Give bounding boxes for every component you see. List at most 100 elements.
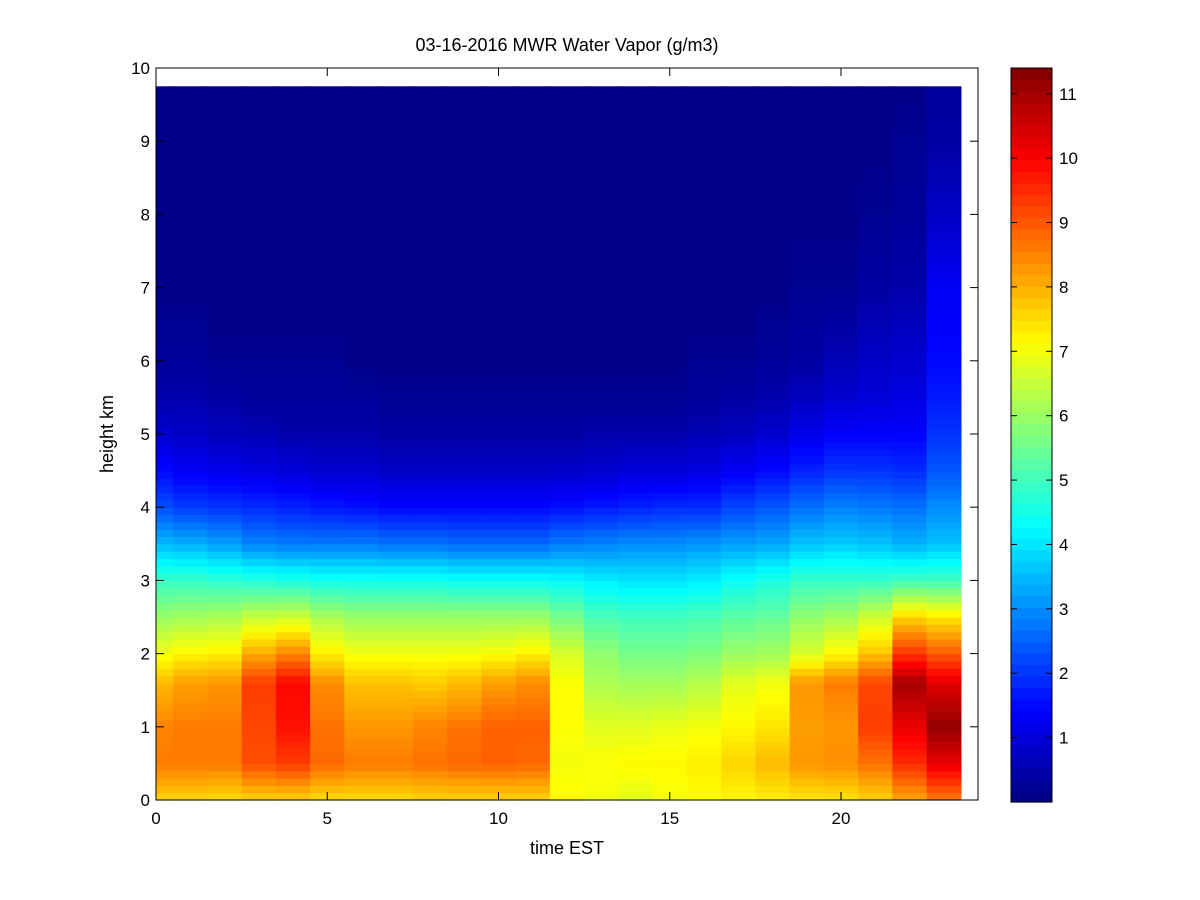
heatmap-cell bbox=[275, 133, 311, 142]
heatmap-cell bbox=[755, 185, 791, 194]
heatmap-cell bbox=[156, 111, 174, 120]
heatmap-cell bbox=[310, 243, 345, 252]
heatmap-cell bbox=[412, 624, 448, 633]
colorbar-strip bbox=[1011, 526, 1052, 539]
heatmap-cell bbox=[926, 492, 962, 501]
heatmap-cell bbox=[378, 726, 414, 735]
heatmap-cell bbox=[892, 390, 928, 398]
heatmap-cell bbox=[378, 265, 414, 274]
heatmap-cell bbox=[344, 426, 380, 435]
heatmap-cell bbox=[686, 624, 722, 633]
heatmap-cell bbox=[173, 463, 208, 472]
heatmap-cell bbox=[412, 792, 448, 801]
heatmap-cell bbox=[310, 455, 345, 464]
heatmap-cell bbox=[618, 690, 654, 699]
heatmap-cell bbox=[755, 470, 791, 479]
heatmap-cell bbox=[892, 734, 928, 743]
heatmap-cell bbox=[344, 602, 380, 611]
heatmap-cell bbox=[823, 712, 859, 721]
heatmap-cell bbox=[652, 316, 688, 325]
heatmap-cell bbox=[207, 265, 243, 274]
heatmap-cell bbox=[652, 346, 688, 355]
heatmap-cell bbox=[755, 441, 791, 450]
heatmap-cell bbox=[207, 455, 243, 464]
heatmap-cell bbox=[721, 653, 756, 662]
heatmap-cell bbox=[241, 155, 277, 164]
heatmap-cell bbox=[549, 199, 585, 208]
heatmap-cell bbox=[481, 748, 517, 757]
heatmap-cell bbox=[892, 280, 928, 289]
heatmap-cell bbox=[275, 338, 311, 347]
heatmap-cell bbox=[412, 382, 448, 391]
heatmap-cell bbox=[584, 163, 619, 172]
heatmap-cell bbox=[515, 185, 551, 194]
heatmap-cell bbox=[686, 470, 722, 479]
heatmap-cell bbox=[481, 507, 517, 516]
heatmap-cell bbox=[823, 558, 859, 567]
heatmap-cell bbox=[173, 368, 208, 377]
heatmap-cell bbox=[344, 163, 380, 172]
heatmap-cell bbox=[447, 521, 482, 530]
heatmap-cell bbox=[173, 792, 208, 801]
heatmap-cell bbox=[344, 595, 380, 603]
heatmap-cell bbox=[789, 507, 825, 516]
heatmap-cell bbox=[755, 170, 791, 179]
heatmap-cell bbox=[652, 338, 688, 347]
heatmap-cell bbox=[584, 441, 619, 450]
heatmap-cell bbox=[378, 521, 414, 530]
heatmap-cell bbox=[755, 617, 791, 625]
heatmap-cell bbox=[515, 419, 551, 428]
heatmap-cell bbox=[344, 192, 380, 201]
heatmap-cell bbox=[515, 726, 551, 735]
heatmap-cell bbox=[412, 331, 448, 340]
heatmap-cell bbox=[789, 536, 825, 545]
heatmap-cell bbox=[173, 470, 208, 479]
heatmap-cell bbox=[892, 133, 928, 142]
heatmap-cell bbox=[686, 89, 722, 98]
heatmap-cell bbox=[755, 565, 791, 574]
heatmap-cell bbox=[549, 646, 585, 655]
heatmap-cell bbox=[584, 294, 619, 303]
heatmap-cell bbox=[344, 251, 380, 259]
heatmap-cell bbox=[515, 785, 551, 794]
heatmap-cell bbox=[275, 770, 311, 779]
heatmap-cell bbox=[241, 499, 277, 508]
heatmap-cell bbox=[156, 697, 174, 706]
heatmap-cell bbox=[207, 163, 243, 172]
heatmap-cell bbox=[378, 287, 414, 296]
heatmap-cell bbox=[481, 346, 517, 355]
heatmap-cell bbox=[584, 543, 619, 552]
heatmap-cell bbox=[584, 97, 619, 106]
heatmap-cell bbox=[241, 324, 277, 333]
heatmap-cell bbox=[207, 704, 243, 713]
heatmap-cell bbox=[755, 455, 791, 464]
heatmap-cell bbox=[721, 111, 756, 120]
heatmap-cell bbox=[686, 434, 722, 442]
heatmap-cell bbox=[926, 734, 962, 743]
heatmap-cell bbox=[481, 375, 517, 384]
heatmap-cell bbox=[858, 741, 893, 750]
heatmap-cell bbox=[549, 726, 585, 735]
heatmap-cell bbox=[618, 499, 654, 508]
heatmap-cell bbox=[858, 617, 893, 625]
heatmap-cell bbox=[755, 390, 791, 398]
heatmap-cell bbox=[310, 272, 345, 281]
heatmap-cell bbox=[755, 682, 791, 691]
heatmap-cell bbox=[618, 704, 654, 713]
heatmap-cell bbox=[686, 660, 722, 669]
heatmap-cell bbox=[789, 185, 825, 194]
heatmap-cell bbox=[447, 390, 482, 398]
heatmap-cell bbox=[549, 455, 585, 464]
heatmap-cell bbox=[721, 756, 756, 764]
heatmap-cell bbox=[686, 375, 722, 384]
heatmap-cell bbox=[515, 141, 551, 150]
heatmap-cell bbox=[481, 463, 517, 472]
heatmap-cell bbox=[156, 668, 174, 677]
heatmap-cell bbox=[926, 485, 962, 494]
heatmap-cell bbox=[892, 185, 928, 194]
heatmap-cell bbox=[275, 141, 311, 150]
heatmap-cell bbox=[686, 221, 722, 230]
heatmap-cell bbox=[481, 617, 517, 625]
heatmap-cell bbox=[481, 236, 517, 245]
heatmap-cell bbox=[207, 485, 243, 494]
